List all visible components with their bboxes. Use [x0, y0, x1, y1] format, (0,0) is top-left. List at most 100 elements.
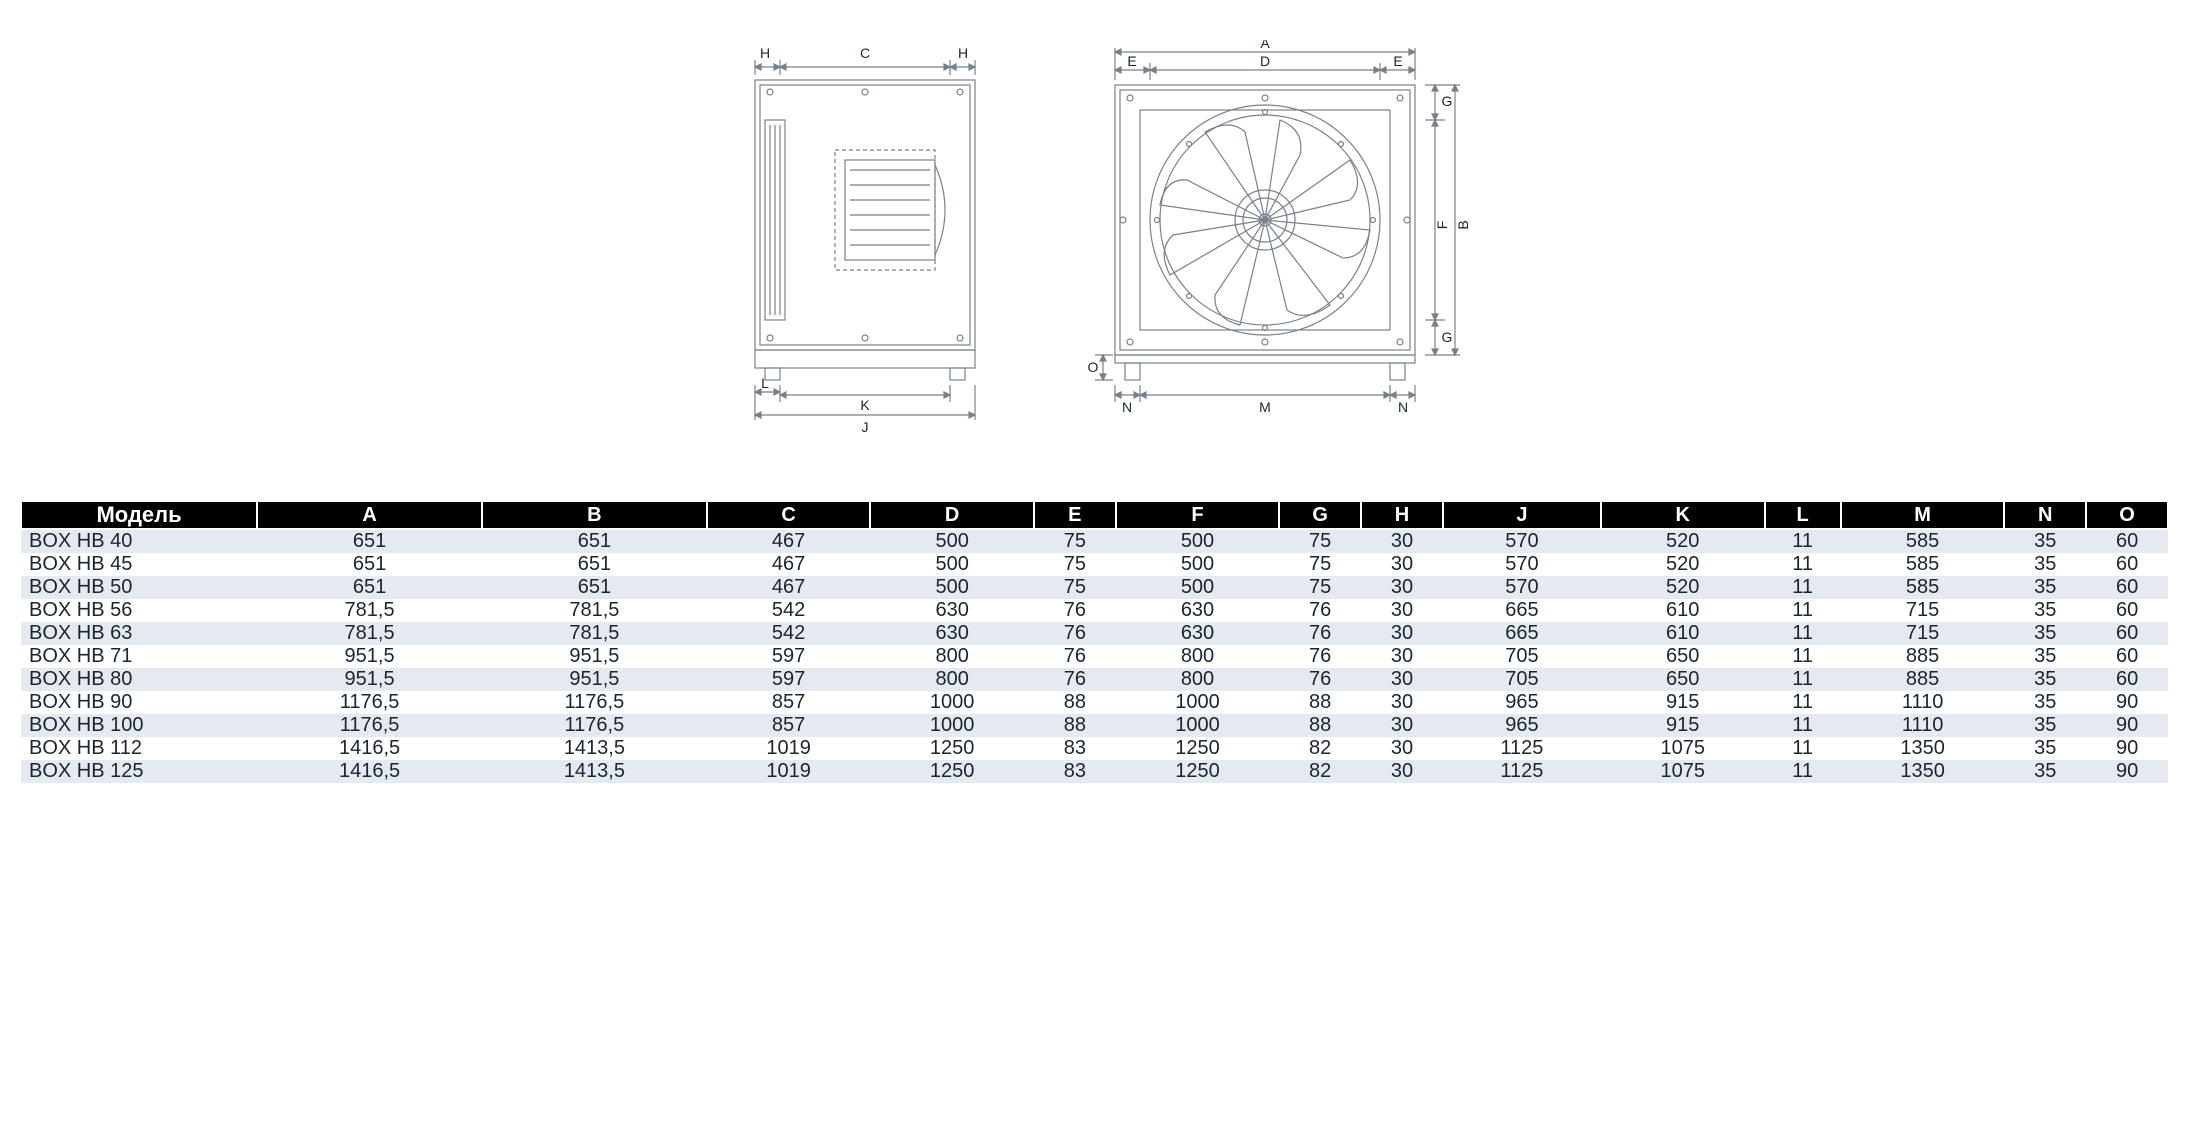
value-cell: 915	[1601, 691, 1765, 714]
table-row: BOX HB 71951,5951,5597800768007630705650…	[21, 645, 2168, 668]
value-cell: 30	[1361, 737, 1443, 760]
value-cell: 610	[1601, 599, 1765, 622]
value-cell: 715	[1841, 622, 2005, 645]
dim-N-left: N	[1121, 399, 1131, 415]
value-cell: 467	[707, 576, 871, 599]
value-cell: 650	[1601, 668, 1765, 691]
value-cell: 651	[257, 529, 482, 553]
value-cell: 781,5	[257, 599, 482, 622]
side-view-diagram: H C H L K J	[705, 40, 1025, 440]
value-cell: 630	[1116, 622, 1280, 645]
value-cell: 965	[1443, 714, 1601, 737]
value-cell: 665	[1443, 599, 1601, 622]
value-cell: 35	[2004, 645, 2086, 668]
value-cell: 570	[1443, 553, 1601, 576]
value-cell: 1110	[1841, 691, 2005, 714]
dim-M: M	[1259, 399, 1271, 415]
table-row: BOX HB 901176,51176,58571000881000883096…	[21, 691, 2168, 714]
value-cell: 800	[870, 645, 1034, 668]
value-cell: 857	[707, 714, 871, 737]
dim-E-right: E	[1393, 53, 1402, 69]
value-cell: 90	[2086, 760, 2168, 783]
model-cell: BOX HB 90	[21, 691, 257, 714]
value-cell: 82	[1279, 760, 1361, 783]
table-row: BOX HB 456516514675007550075305705201158…	[21, 553, 2168, 576]
value-cell: 75	[1279, 576, 1361, 599]
value-cell: 83	[1034, 737, 1116, 760]
table-header-cell: D	[870, 501, 1034, 529]
value-cell: 651	[257, 553, 482, 576]
value-cell: 651	[482, 529, 707, 553]
value-cell: 76	[1034, 645, 1116, 668]
value-cell: 597	[707, 645, 871, 668]
value-cell: 11	[1765, 691, 1841, 714]
value-cell: 781,5	[482, 599, 707, 622]
value-cell: 715	[1841, 599, 2005, 622]
value-cell: 951,5	[257, 645, 482, 668]
table-row: BOX HB 1251416,51413,5101912508312508230…	[21, 760, 2168, 783]
value-cell: 30	[1361, 576, 1443, 599]
table-header-cell: K	[1601, 501, 1765, 529]
value-cell: 88	[1279, 714, 1361, 737]
value-cell: 542	[707, 622, 871, 645]
value-cell: 11	[1765, 645, 1841, 668]
dim-H-left: H	[759, 45, 769, 61]
dim-J: J	[861, 419, 868, 435]
dim-B: B	[1455, 220, 1471, 229]
value-cell: 35	[2004, 599, 2086, 622]
value-cell: 11	[1765, 553, 1841, 576]
value-cell: 1125	[1443, 760, 1601, 783]
value-cell: 11	[1765, 599, 1841, 622]
value-cell: 75	[1034, 529, 1116, 553]
value-cell: 82	[1279, 737, 1361, 760]
value-cell: 1000	[870, 691, 1034, 714]
value-cell: 11	[1765, 576, 1841, 599]
value-cell: 1176,5	[257, 714, 482, 737]
value-cell: 800	[870, 668, 1034, 691]
table-header-cell: N	[2004, 501, 2086, 529]
value-cell: 585	[1841, 576, 2005, 599]
value-cell: 500	[870, 576, 1034, 599]
value-cell: 35	[2004, 760, 2086, 783]
value-cell: 630	[870, 599, 1034, 622]
value-cell: 1416,5	[257, 760, 482, 783]
dim-L: L	[761, 375, 769, 391]
value-cell: 76	[1034, 599, 1116, 622]
model-cell: BOX HB 125	[21, 760, 257, 783]
table-row: BOX HB 80951,5951,5597800768007630705650…	[21, 668, 2168, 691]
value-cell: 1350	[1841, 760, 2005, 783]
model-cell: BOX HB 112	[21, 737, 257, 760]
table-header-cell: L	[1765, 501, 1841, 529]
value-cell: 35	[2004, 668, 2086, 691]
value-cell: 1176,5	[482, 691, 707, 714]
table-row: BOX HB 1121416,51413,5101912508312508230…	[21, 737, 2168, 760]
model-cell: BOX HB 100	[21, 714, 257, 737]
table-row: BOX HB 56781,5781,5542630766307630665610…	[21, 599, 2168, 622]
value-cell: 76	[1279, 599, 1361, 622]
value-cell: 83	[1034, 760, 1116, 783]
value-cell: 965	[1443, 691, 1601, 714]
value-cell: 60	[2086, 599, 2168, 622]
value-cell: 60	[2086, 668, 2168, 691]
value-cell: 30	[1361, 760, 1443, 783]
value-cell: 1413,5	[482, 760, 707, 783]
table-header-cell: F	[1116, 501, 1280, 529]
value-cell: 520	[1601, 553, 1765, 576]
dim-O: O	[1087, 359, 1098, 375]
value-cell: 88	[1279, 691, 1361, 714]
value-cell: 500	[870, 553, 1034, 576]
value-cell: 1250	[870, 737, 1034, 760]
model-cell: BOX HB 71	[21, 645, 257, 668]
value-cell: 651	[482, 576, 707, 599]
table-header-cell: M	[1841, 501, 2005, 529]
dimensions-table: МодельABCDEFGHJKLMNO BOX HB 406516514675…	[20, 500, 2169, 783]
value-cell: 30	[1361, 668, 1443, 691]
value-cell: 75	[1034, 576, 1116, 599]
value-cell: 35	[2004, 714, 2086, 737]
value-cell: 651	[482, 553, 707, 576]
table-header-cell: J	[1443, 501, 1601, 529]
value-cell: 75	[1279, 529, 1361, 553]
table-header-cell: B	[482, 501, 707, 529]
value-cell: 705	[1443, 668, 1601, 691]
value-cell: 1000	[1116, 691, 1280, 714]
